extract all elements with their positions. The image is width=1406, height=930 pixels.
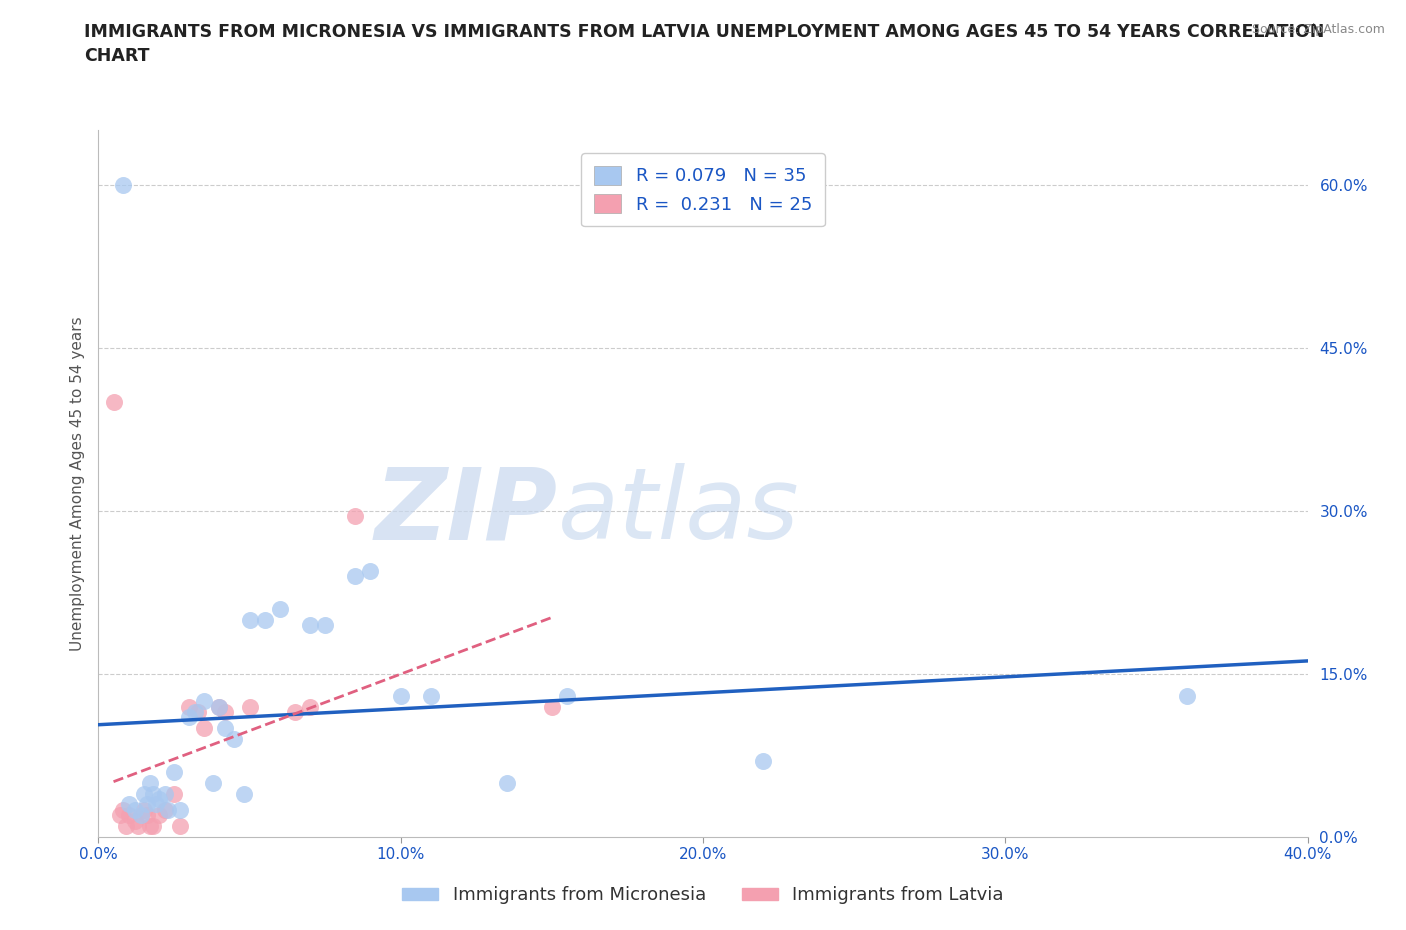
Point <box>253 612 276 627</box>
Point <box>132 786 155 801</box>
Point <box>169 818 191 833</box>
Point <box>179 710 201 724</box>
Point <box>124 813 146 828</box>
Point <box>193 694 215 709</box>
Point <box>184 705 207 720</box>
Point <box>389 688 412 703</box>
Point <box>135 808 157 823</box>
Point <box>118 797 141 812</box>
Point <box>495 776 517 790</box>
Point <box>540 699 562 714</box>
Point <box>114 818 136 833</box>
Point <box>420 688 443 703</box>
Point <box>169 803 191 817</box>
Point <box>139 776 162 790</box>
Point <box>135 797 157 812</box>
Text: ZIP: ZIP <box>375 463 558 561</box>
Point <box>163 764 186 779</box>
Legend: Immigrants from Micronesia, Immigrants from Latvia: Immigrants from Micronesia, Immigrants f… <box>395 879 1011 911</box>
Point <box>214 705 236 720</box>
Point <box>344 509 367 524</box>
Point <box>239 699 262 714</box>
Point <box>132 803 155 817</box>
Point <box>193 721 215 736</box>
Point <box>156 803 179 817</box>
Point <box>239 612 262 627</box>
Y-axis label: Unemployment Among Ages 45 to 54 years: Unemployment Among Ages 45 to 54 years <box>69 316 84 651</box>
Point <box>127 818 149 833</box>
Point <box>232 786 254 801</box>
Point <box>111 177 134 192</box>
Point <box>224 732 246 747</box>
Point <box>208 699 231 714</box>
Point <box>179 699 201 714</box>
Point <box>208 699 231 714</box>
Point <box>103 394 125 409</box>
Point <box>344 568 367 583</box>
Point <box>148 808 170 823</box>
Point <box>1175 688 1198 703</box>
Point <box>108 808 131 823</box>
Point <box>555 688 578 703</box>
Point <box>360 564 382 578</box>
Point <box>142 818 165 833</box>
Legend: R = 0.079   N = 35, R =  0.231   N = 25: R = 0.079 N = 35, R = 0.231 N = 25 <box>582 153 824 226</box>
Point <box>153 803 176 817</box>
Point <box>129 808 152 823</box>
Text: IMMIGRANTS FROM MICRONESIA VS IMMIGRANTS FROM LATVIA UNEMPLOYMENT AMONG AGES 45 : IMMIGRANTS FROM MICRONESIA VS IMMIGRANTS… <box>84 23 1324 65</box>
Point <box>145 797 167 812</box>
Point <box>214 721 236 736</box>
Point <box>187 705 209 720</box>
Point <box>111 803 134 817</box>
Point <box>752 753 775 768</box>
Point <box>163 786 186 801</box>
Point <box>118 808 141 823</box>
Point <box>124 803 146 817</box>
Point <box>314 618 336 632</box>
Point <box>299 699 322 714</box>
Point <box>202 776 225 790</box>
Text: Source: ZipAtlas.com: Source: ZipAtlas.com <box>1251 23 1385 36</box>
Point <box>284 705 307 720</box>
Point <box>139 818 162 833</box>
Point <box>153 786 176 801</box>
Point <box>148 791 170 806</box>
Text: atlas: atlas <box>558 463 800 561</box>
Point <box>299 618 322 632</box>
Point <box>142 786 165 801</box>
Point <box>269 601 291 616</box>
